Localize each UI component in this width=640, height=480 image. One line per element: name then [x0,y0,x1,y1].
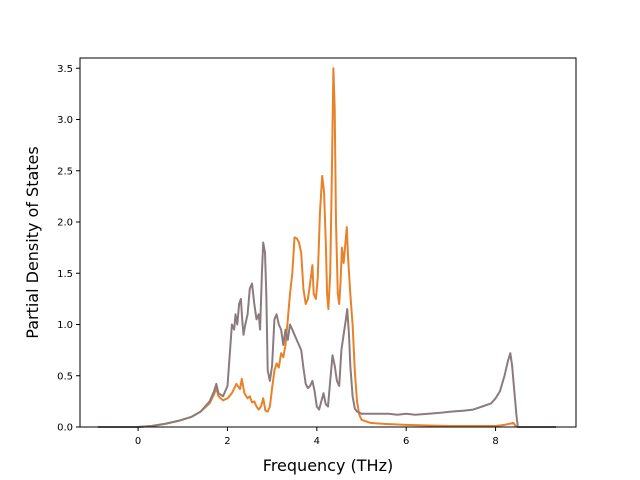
y-tick-label: 1.5 [57,269,73,280]
plot-area [97,67,556,428]
y-tick-label: 0.0 [57,423,73,434]
y-tick-label: 2.0 [57,218,73,229]
x-tick-label: 8 [492,436,498,447]
x-tick-label: 2 [224,436,230,447]
y-tick-label: 3.5 [57,64,73,75]
y-tick-label: 1.0 [57,320,73,331]
x-tick-label: 0 [135,436,141,447]
x-axis-label: Frequency (THz) [263,456,393,475]
y-axis-label: Partial Density of States [23,146,42,338]
x-tick-label: 6 [403,436,409,447]
series-line-2 [97,241,556,428]
y-tick-label: 3.0 [57,115,73,126]
y-tick-label: 2.5 [57,166,73,177]
x-axis-ticks: 0 2 4 6 8 [135,427,499,447]
y-tick-label: 0.5 [57,371,73,382]
x-tick-label: 4 [314,436,320,447]
plot-frame [79,57,577,428]
y-axis-ticks: 0.0 0.5 1.0 1.5 2.0 2.5 3.0 3.5 [57,64,80,434]
series-line-1 [97,67,556,428]
